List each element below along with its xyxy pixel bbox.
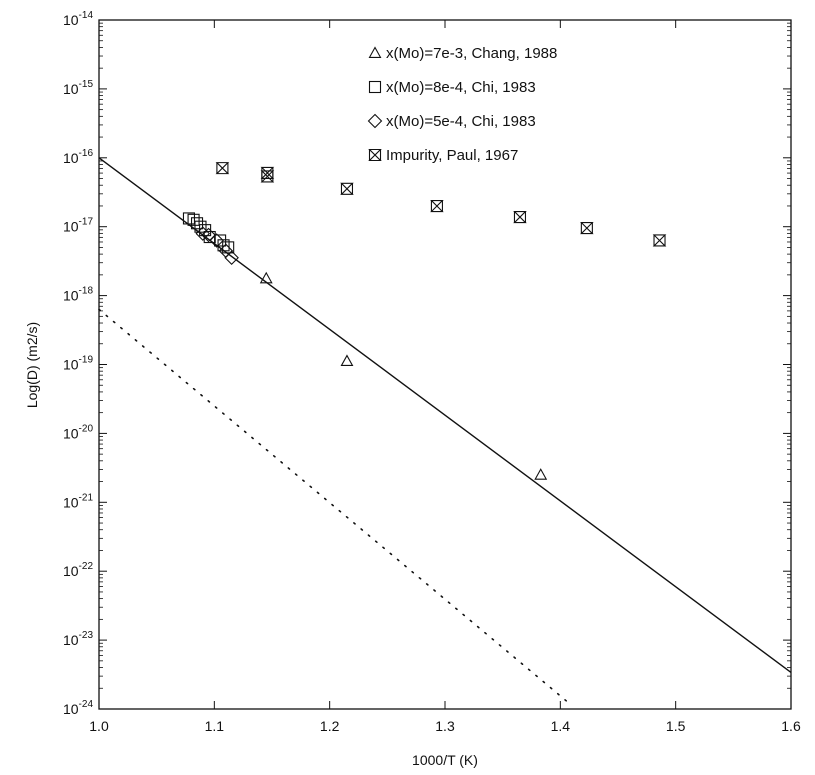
x-tick-label: 1.6: [781, 718, 801, 734]
y-tick-label: 10-23: [63, 630, 93, 648]
y-tick-label: 10-20: [63, 423, 93, 441]
data-point-square: [194, 220, 207, 233]
dotted-reference-line: [98, 308, 573, 707]
x-axis-label: 1000/T (K): [412, 752, 478, 768]
legend-marker-square: [368, 80, 382, 94]
data-point-hourglass: [513, 211, 527, 224]
data-point-diamond: [195, 226, 211, 241]
data-point-triangle: [340, 354, 354, 367]
y-axis-label: Log(D) (m2/s): [24, 322, 40, 408]
data-point-hourglass: [652, 234, 667, 247]
data-point-hourglass: [340, 182, 354, 195]
data-point-hourglass: [580, 222, 594, 235]
x-tick-label: 1.2: [320, 718, 340, 734]
legend-label: x(Mo)=8e-4, Chi, 1983: [386, 79, 536, 96]
data-point-square: [182, 212, 196, 225]
data-points: [182, 162, 667, 480]
y-tick-label: 10-21: [63, 492, 93, 510]
data-point-triangle: [259, 271, 273, 284]
axis-ticks: 1.0 1.1 1.2 1.3 1.4 1.5 1.6 10-14 10-15 10-16 10-1…: [63, 10, 801, 734]
x-tick-label: 1.1: [205, 718, 225, 734]
data-point-triangle: [534, 468, 548, 480]
x-tick-label: 1.0: [89, 718, 109, 734]
legend-marker-diamond: [367, 113, 383, 129]
data-point-diamond: [209, 233, 224, 248]
y-tick-label: 10-16: [63, 148, 93, 166]
x-tick-label: 1.5: [666, 718, 686, 734]
y-tick-label: 10-24: [63, 699, 93, 717]
x-tick-label: 1.4: [551, 718, 571, 734]
data-point-hourglass: [215, 162, 230, 175]
data-point-square: [214, 234, 227, 247]
y-tick-label: 10-22: [63, 561, 93, 579]
x-tick-label: 1.3: [435, 718, 455, 734]
y-tick-label: 10-17: [63, 217, 93, 235]
legend-marker-hourglass: [368, 148, 382, 162]
legend-label: x(Mo)=7e-3, Chang, 1988: [386, 45, 557, 62]
y-tick-label: 10-18: [63, 286, 93, 304]
legend-label: Impurity, Paul, 1967: [386, 147, 518, 164]
y-tick-label: 10-14: [63, 10, 93, 28]
y-tick-label: 10-19: [63, 355, 93, 373]
data-point-hourglass: [260, 170, 275, 183]
data-point-square: [187, 213, 200, 226]
data-point-diamond: [201, 227, 216, 243]
legend: x(Mo)=7e-3, Chang, 1988 x(Mo)=8e-4, Chi, …: [367, 45, 557, 164]
data-point-diamond: [224, 250, 239, 265]
data-point-hourglass: [430, 199, 444, 213]
legend-marker-triangle: [368, 46, 382, 58]
legend-label: x(Mo)=5e-4, Chi, 1983: [386, 113, 536, 130]
data-point-square: [190, 217, 204, 230]
y-tick-label: 10-15: [63, 79, 93, 97]
